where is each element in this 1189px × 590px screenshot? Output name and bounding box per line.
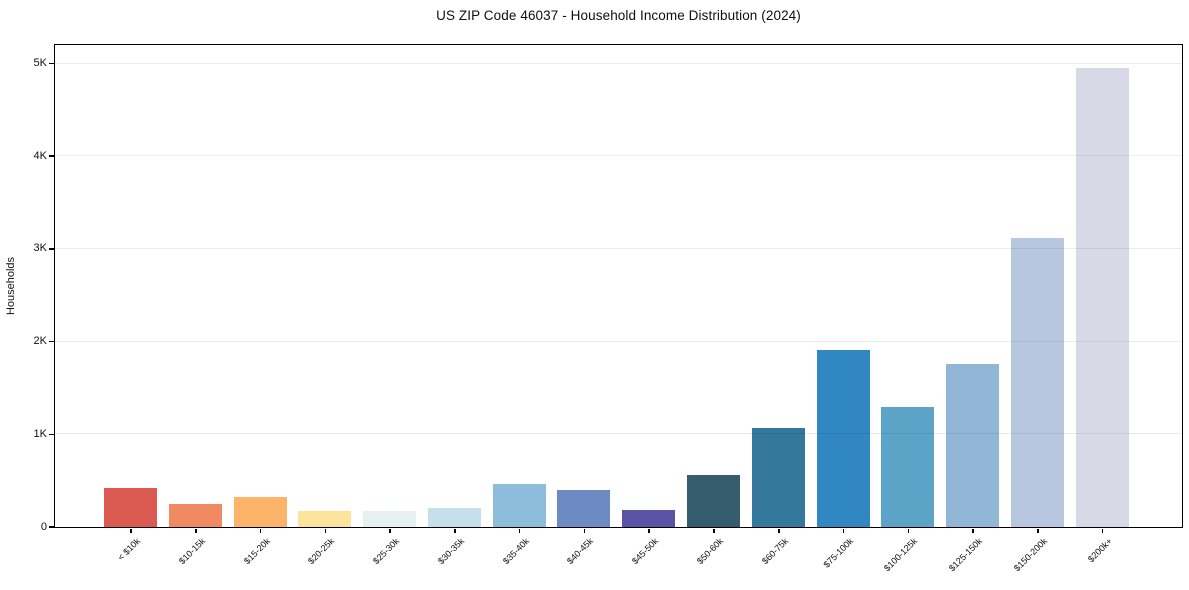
x-tick-mark [842,528,845,533]
x-tick-label-50-60k: $50-60k [695,536,726,567]
x-tick-label-10k: < $10k [115,536,143,563]
gridline-5K [54,62,1182,64]
x-tick-label-150-200k: $150-200k [1011,536,1049,574]
x-tick-label-60-75k: $60-75k [759,536,790,567]
x-tick-label-25-30k: $25-30k [371,536,402,567]
bar-10k [104,487,157,527]
bar-40-45k [557,489,611,527]
chart-title: US ZIP Code 46037 - Household Income Dis… [436,8,801,23]
bar-10-15k [168,504,222,527]
x-tick-label-40-45k: $40-45k [565,536,596,567]
x-tick-label-45-50k: $45-50k [630,536,661,567]
y-tick-mark [48,248,54,250]
x-tick-mark [713,528,715,533]
x-tick-label-35-40k: $35-40k [500,536,531,567]
x-tick-label-30-35k: $30-35k [435,536,466,567]
x-tick-mark [972,528,974,533]
bar-20-25k [298,511,352,527]
x-tick-mark [389,528,391,533]
gridline-4K [54,155,1182,157]
y-tick-label-2K: 2K [33,335,47,348]
y-tick-mark [48,433,54,436]
x-tick-mark [583,528,586,533]
bar-30-35k [427,507,481,527]
gridline-2K [54,340,1182,342]
x-tick-mark [1101,528,1104,533]
y-axis-label: Households [5,256,17,316]
y-tick-label-4K: 4K [33,149,47,162]
bar-75-100k [816,350,870,527]
x-tick-label-75-100k: $75-100k [821,536,855,570]
bar-25-30k [363,510,417,527]
plot-area [53,43,1183,528]
x-tick-mark [454,528,456,533]
x-tick-label-100-125k: $100-125k [882,536,920,574]
bar-35-40k [492,484,546,527]
bar-100-125k [881,406,935,527]
bar-200k [1075,68,1129,527]
x-tick-label-20-25k: $20-25k [306,536,337,567]
x-tick-mark [907,528,910,533]
x-tick-mark [324,528,327,533]
gridline-1K [54,433,1182,435]
y-tick-mark [48,526,54,528]
y-tick-label-1K: 1K [33,427,47,440]
y-tick-label-0: 0 [40,520,47,533]
x-tick-label-10-15k: $10-15k [176,536,207,567]
y-tick-label-5K: 5K [33,57,47,70]
x-tick-mark [648,528,650,533]
bar-125-150k [946,364,1000,527]
x-tick-mark [195,528,197,533]
x-tick-mark [130,528,132,533]
bar-60-75k [751,428,805,527]
bar-150-200k [1010,238,1064,527]
x-tick-label-200k: $200k+ [1085,536,1114,565]
bar-45-50k [622,510,676,527]
y-tick-mark [48,340,54,343]
gridline-3K [54,247,1182,249]
x-tick-label-15-20k: $15-20k [241,536,272,567]
x-tick-mark [778,528,780,533]
x-tick-mark [518,528,521,533]
bar-50-60k [687,475,741,527]
bar-15-20k [233,496,287,527]
y-tick-mark [48,62,54,65]
y-tick-label-3K: 3K [33,242,47,255]
x-tick-mark [1037,528,1039,533]
x-tick-label-125-150k: $125-150k [947,536,985,574]
y-tick-mark [48,155,54,157]
x-tick-mark [259,528,262,533]
